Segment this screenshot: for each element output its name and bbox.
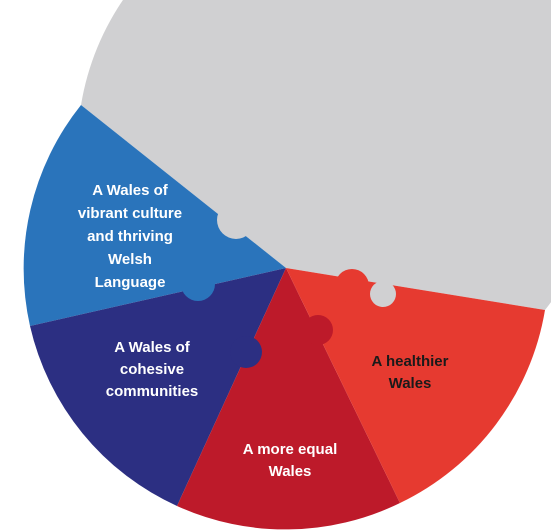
- label: Language: [95, 274, 166, 291]
- puzzle-knob: [303, 315, 333, 345]
- puzzle-knob: [230, 336, 262, 368]
- label: Welsh: [108, 251, 152, 268]
- label: A Wales of: [114, 339, 191, 356]
- label: A more equal: [243, 441, 337, 458]
- crimson-segment: [177, 268, 400, 530]
- puzzle-knob: [217, 201, 255, 239]
- navy-segment: [30, 268, 286, 506]
- label: A Wales of: [92, 182, 169, 199]
- puzzle-knob: [370, 281, 396, 307]
- puzzle-knob: [181, 267, 215, 301]
- label: and thriving: [87, 228, 173, 245]
- label: A healthier: [372, 353, 449, 370]
- label: vibrant culture: [78, 205, 182, 222]
- label: Wales: [389, 375, 432, 392]
- puzzle-knob: [335, 269, 369, 303]
- gray-segment: [81, 0, 551, 310]
- red-segment: [286, 268, 545, 503]
- blue-segment: [23, 105, 287, 326]
- label: cohesive: [120, 361, 184, 378]
- label: communities: [106, 383, 199, 400]
- label: Wales: [269, 463, 312, 480]
